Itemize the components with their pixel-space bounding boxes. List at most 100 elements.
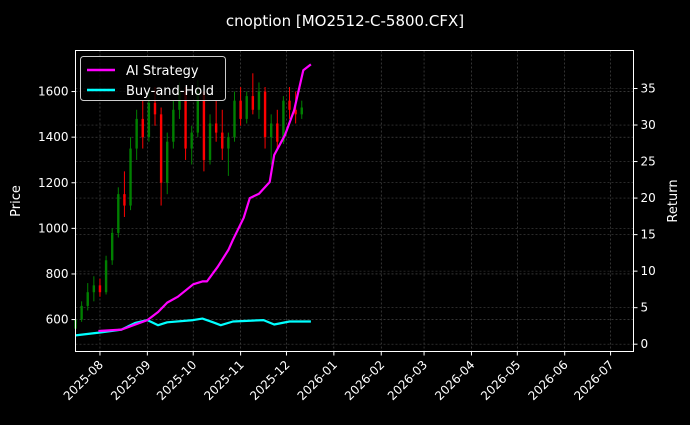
candle: [202, 86, 206, 172]
candle: [269, 114, 273, 165]
candle: [214, 100, 218, 142]
candle-body: [172, 109, 175, 142]
candle: [117, 187, 120, 238]
y2-axis-label: Return: [666, 179, 681, 222]
legend-label-strategy: AI Strategy: [126, 64, 199, 79]
y-tick-label: 1600: [38, 85, 69, 99]
candle-body: [214, 123, 218, 133]
candle-body: [80, 305, 83, 320]
candle: [233, 91, 236, 142]
candle: [251, 73, 255, 115]
candle: [190, 125, 193, 165]
y-axis-label: Price: [9, 185, 24, 217]
candle-body: [129, 148, 132, 206]
candle-body: [98, 285, 102, 293]
candle: [104, 255, 108, 295]
y2-tick-label: 0: [641, 337, 649, 351]
x-tick-label: 2026-06: [525, 358, 570, 403]
candle-body: [227, 137, 230, 149]
y2-tick-label: 30: [641, 118, 656, 132]
y-tick-label: 1000: [38, 221, 69, 235]
grid: [75, 50, 634, 352]
x-tick-label: 2025-10: [154, 358, 199, 403]
candle-body: [92, 285, 96, 293]
candle-body: [263, 91, 267, 138]
candle: [86, 283, 89, 311]
candle-body: [202, 91, 206, 160]
candle-body: [257, 91, 261, 110]
candle: [141, 100, 144, 149]
candle: [159, 107, 163, 206]
candle-body: [282, 100, 285, 142]
x-tick-label: 2026-04: [432, 358, 477, 403]
candle-body: [135, 118, 138, 149]
candle: [172, 100, 175, 149]
candle-body: [251, 96, 255, 110]
x-tick-label: 2026-02: [342, 358, 387, 403]
candle: [129, 137, 132, 211]
y-tick-label: 600: [46, 313, 69, 327]
y2-tick-label: 10: [641, 264, 656, 278]
plot-frame: [75, 50, 634, 352]
candle-body: [166, 141, 169, 183]
y-tick-label: 1400: [38, 130, 69, 144]
y2-tick-label: 20: [641, 191, 656, 205]
candle-body: [269, 123, 273, 138]
candle-body: [159, 114, 163, 183]
strategy-line: [98, 63, 312, 333]
x-tick-label: 2025-08: [61, 358, 106, 403]
y2-tick-label: 5: [641, 301, 649, 315]
candle: [166, 132, 169, 195]
candle: [300, 100, 303, 119]
legend: AI Strategy Buy-and-Hold: [80, 56, 226, 101]
candle: [288, 86, 291, 119]
candle: [276, 109, 279, 149]
candle-body: [208, 123, 212, 160]
y2-tick-label: 25: [641, 155, 656, 169]
candle: [245, 91, 248, 124]
candle-body: [110, 232, 114, 261]
candle-body: [147, 102, 151, 138]
candle: [257, 82, 261, 119]
candle-body: [184, 91, 187, 149]
candle: [135, 109, 138, 160]
series-lines: [75, 63, 312, 337]
candle-body: [153, 102, 157, 115]
candle-body: [294, 109, 297, 115]
y-tick-label: 800: [46, 267, 69, 281]
candle-body: [233, 100, 236, 138]
chart-title: cnoption [MO2512-C-5800.CFX]: [226, 12, 464, 30]
candle-body: [221, 132, 224, 149]
candle-body: [288, 100, 291, 110]
x-tick-label: 2026-07: [571, 358, 616, 403]
candle-body: [190, 132, 193, 149]
candle: [239, 86, 242, 126]
x-tick-label: 2025-12: [247, 358, 292, 403]
candles: [74, 73, 303, 334]
candle-body: [86, 292, 89, 306]
candle-body: [300, 107, 303, 115]
y-tick-label: 1200: [38, 176, 69, 190]
x-tick-label: 2025-11: [201, 358, 246, 403]
legend-box: [80, 56, 226, 101]
candle: [221, 109, 224, 160]
candle: [80, 301, 83, 322]
candle: [92, 276, 96, 302]
candle-body: [276, 123, 279, 142]
candle-body: [123, 194, 126, 206]
legend-label-buyhold: Buy-and-Hold: [126, 84, 214, 99]
candle-body: [141, 118, 144, 138]
x-tick-label: 2026-01: [295, 358, 340, 403]
candle-body: [117, 194, 120, 233]
candle-body: [245, 96, 248, 119]
y2-tick-label: 35: [641, 81, 656, 95]
x-tick-label: 2026-05: [478, 358, 523, 403]
y2-tick-label: 15: [641, 228, 656, 242]
candle: [123, 171, 126, 217]
candle: [208, 114, 212, 165]
x-tick-label: 2025-09: [108, 358, 153, 403]
candle-body: [104, 260, 108, 293]
candle: [227, 132, 230, 176]
candle: [263, 86, 267, 149]
